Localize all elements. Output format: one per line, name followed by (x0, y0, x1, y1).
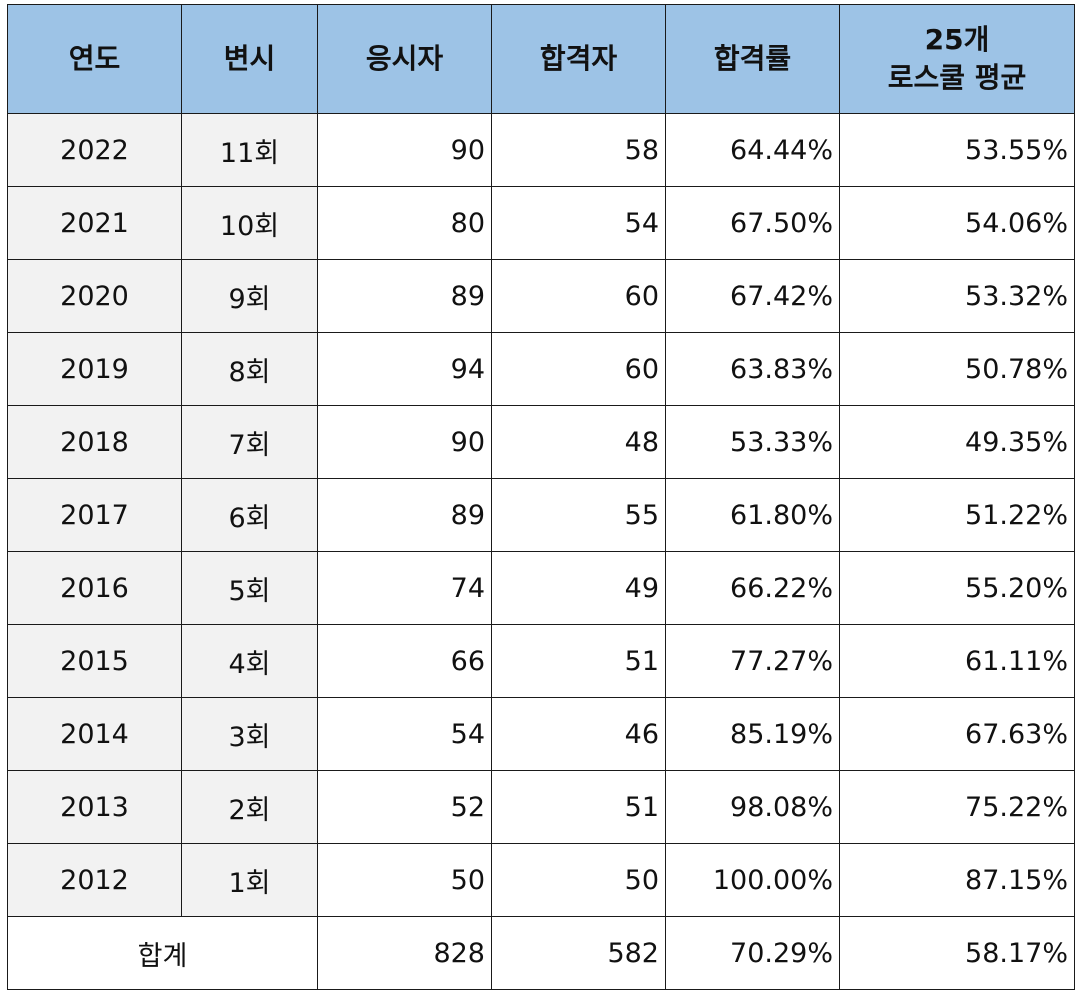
total-row: 합계 828 582 70.29% 58.17% (7, 916, 1075, 990)
cell-year: 2017 (7, 478, 182, 552)
cell-exam: 2회 (181, 770, 318, 844)
cell-year: 2012 (7, 843, 182, 917)
table-row: 2015 4회 66 51 77.27% 61.11% (7, 624, 1075, 698)
cell-average: 49.35% (839, 405, 1075, 479)
cell-year: 2015 (7, 624, 182, 698)
cell-applicants: 90 (317, 113, 492, 187)
cell-passers: 50 (491, 843, 666, 917)
cell-year: 2016 (7, 551, 182, 625)
cell-average: 53.32% (839, 259, 1075, 333)
table-row: 2016 5회 74 49 66.22% 55.20% (7, 551, 1075, 625)
cell-exam: 3회 (181, 697, 318, 771)
cell-passers: 60 (491, 332, 666, 406)
header-law-school-average: 25개 로스쿨 평균 (839, 4, 1075, 114)
cell-applicants: 52 (317, 770, 492, 844)
cell-pass-rate: 100.00% (665, 843, 840, 917)
cell-passers: 51 (491, 624, 666, 698)
cell-year: 2019 (7, 332, 182, 406)
cell-applicants: 94 (317, 332, 492, 406)
cell-exam: 5회 (181, 551, 318, 625)
cell-pass-rate: 67.50% (665, 186, 840, 260)
cell-applicants: 74 (317, 551, 492, 625)
cell-year: 2014 (7, 697, 182, 771)
cell-year: 2013 (7, 770, 182, 844)
cell-exam: 4회 (181, 624, 318, 698)
cell-passers: 55 (491, 478, 666, 552)
cell-average: 51.22% (839, 478, 1075, 552)
cell-pass-rate: 53.33% (665, 405, 840, 479)
table-row: 2018 7회 90 48 53.33% 49.35% (7, 405, 1075, 479)
header-average-line-2: 로스쿨 평균 (887, 61, 1027, 94)
cell-exam: 6회 (181, 478, 318, 552)
table-row: 2019 8회 94 60 63.83% 50.78% (7, 332, 1075, 406)
cell-applicants: 89 (317, 259, 492, 333)
cell-applicants: 89 (317, 478, 492, 552)
cell-exam: 1회 (181, 843, 318, 917)
cell-pass-rate: 63.83% (665, 332, 840, 406)
table-row: 2017 6회 89 55 61.80% 51.22% (7, 478, 1075, 552)
cell-pass-rate: 64.44% (665, 113, 840, 187)
cell-exam: 9회 (181, 259, 318, 333)
cell-pass-rate: 98.08% (665, 770, 840, 844)
table-body: 2022 11회 90 58 64.44% 53.55% 2021 10회 80 54 67.50%… (7, 113, 1075, 917)
cell-pass-rate: 85.19% (665, 697, 840, 771)
table-row: 2012 1회 50 50 100.00% 87.15% (7, 843, 1075, 917)
cell-average: 55.20% (839, 551, 1075, 625)
cell-passers: 60 (491, 259, 666, 333)
cell-applicants: 90 (317, 405, 492, 479)
header-row: 연도 변시 응시자 합격자 합격률 25개 로스쿨 평균 (7, 4, 1075, 114)
cell-applicants: 50 (317, 843, 492, 917)
total-label: 합계 (7, 916, 318, 990)
cell-average: 61.11% (839, 624, 1075, 698)
cell-pass-rate: 67.42% (665, 259, 840, 333)
cell-applicants: 66 (317, 624, 492, 698)
cell-year: 2021 (7, 186, 182, 260)
header-pass-rate: 합격률 (665, 4, 840, 114)
header-average-line-1: 25개 (924, 23, 990, 56)
cell-average: 67.63% (839, 697, 1075, 771)
results-table: 연도 변시 응시자 합격자 합격률 25개 로스쿨 평균 2022 11회 90 58… (7, 4, 1075, 990)
cell-average: 87.15% (839, 843, 1075, 917)
header-passers: 합격자 (491, 4, 666, 114)
cell-applicants: 80 (317, 186, 492, 260)
cell-year: 2018 (7, 405, 182, 479)
cell-year: 2020 (7, 259, 182, 333)
table-row: 2021 10회 80 54 67.50% 54.06% (7, 186, 1075, 260)
table-row: 2020 9회 89 60 67.42% 53.32% (7, 259, 1075, 333)
cell-passers: 46 (491, 697, 666, 771)
cell-passers: 48 (491, 405, 666, 479)
total-applicants: 828 (317, 916, 492, 990)
cell-year: 2022 (7, 113, 182, 187)
header-applicants: 응시자 (317, 4, 492, 114)
table-row: 2013 2회 52 51 98.08% 75.22% (7, 770, 1075, 844)
cell-passers: 54 (491, 186, 666, 260)
total-average: 58.17% (839, 916, 1075, 990)
cell-average: 75.22% (839, 770, 1075, 844)
cell-passers: 58 (491, 113, 666, 187)
cell-exam: 8회 (181, 332, 318, 406)
cell-average: 54.06% (839, 186, 1075, 260)
header-exam: 변시 (181, 4, 318, 114)
cell-pass-rate: 61.80% (665, 478, 840, 552)
cell-exam: 10회 (181, 186, 318, 260)
cell-applicants: 54 (317, 697, 492, 771)
cell-pass-rate: 77.27% (665, 624, 840, 698)
table-row: 2014 3회 54 46 85.19% 67.63% (7, 697, 1075, 771)
cell-pass-rate: 66.22% (665, 551, 840, 625)
cell-average: 50.78% (839, 332, 1075, 406)
table-row: 2022 11회 90 58 64.44% 53.55% (7, 113, 1075, 187)
total-pass-rate: 70.29% (665, 916, 840, 990)
cell-exam: 7회 (181, 405, 318, 479)
total-passers: 582 (491, 916, 666, 990)
header-year: 연도 (7, 4, 182, 114)
cell-average: 53.55% (839, 113, 1075, 187)
cell-exam: 11회 (181, 113, 318, 187)
cell-passers: 49 (491, 551, 666, 625)
cell-passers: 51 (491, 770, 666, 844)
